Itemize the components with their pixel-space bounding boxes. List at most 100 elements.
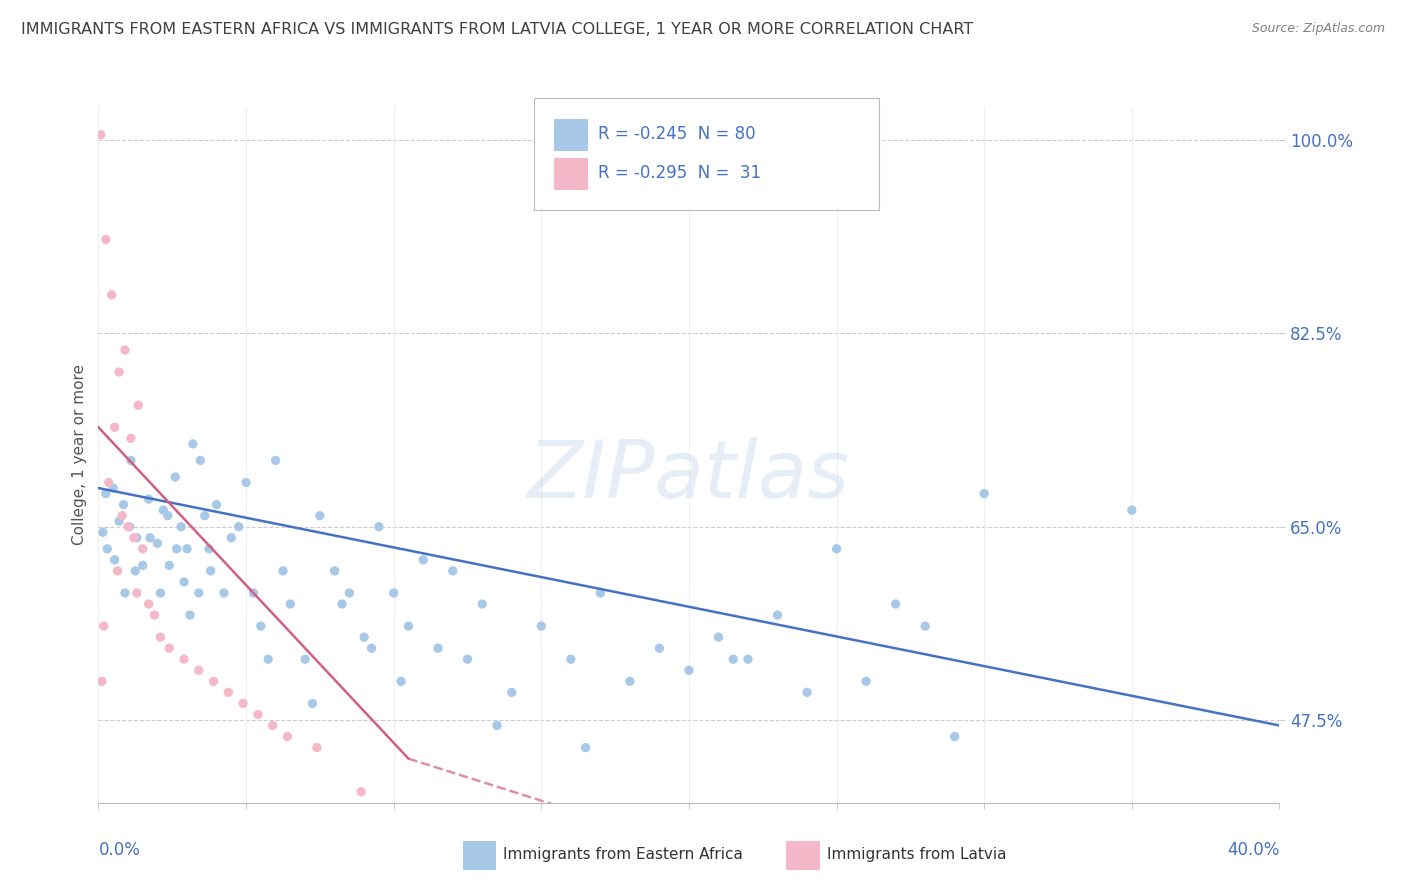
Point	[91, 525, 114, 540]
Point	[305, 740, 328, 755]
Point	[156, 508, 179, 523]
Point	[120, 431, 142, 445]
Point	[149, 630, 172, 644]
Text: 40.0%: 40.0%	[1227, 841, 1279, 859]
Text: IMMIGRANTS FROM EASTERN AFRICA VS IMMIGRANTS FROM LATVIA COLLEGE, 1 YEAR OR MORE: IMMIGRANTS FROM EASTERN AFRICA VS IMMIGR…	[21, 22, 973, 37]
Point	[1121, 503, 1143, 517]
Point	[441, 564, 464, 578]
Point	[232, 697, 254, 711]
Point	[973, 486, 995, 500]
Point	[471, 597, 494, 611]
Point	[530, 619, 553, 633]
Text: ZIPatlas: ZIPatlas	[527, 437, 851, 515]
Point	[173, 574, 195, 589]
Point	[111, 508, 134, 523]
Point	[264, 453, 287, 467]
Point	[94, 233, 117, 247]
Point	[353, 630, 375, 644]
Point	[943, 730, 966, 744]
Point	[360, 641, 382, 656]
Point	[91, 674, 114, 689]
Point	[125, 586, 148, 600]
Point	[117, 519, 139, 533]
Text: Immigrants from Latvia: Immigrants from Latvia	[827, 847, 1007, 862]
Point	[323, 564, 346, 578]
Point	[884, 597, 907, 611]
Point	[138, 597, 160, 611]
Point	[122, 531, 145, 545]
Y-axis label: College, 1 year or more: College, 1 year or more	[72, 365, 87, 545]
Point	[619, 674, 641, 689]
Point	[501, 685, 523, 699]
Point	[139, 531, 162, 545]
Point	[427, 641, 450, 656]
Point	[108, 365, 131, 379]
Point	[157, 558, 180, 573]
Point	[114, 343, 136, 357]
Point	[412, 553, 434, 567]
Point	[176, 541, 198, 556]
Point	[301, 697, 323, 711]
Point	[152, 503, 174, 517]
Point	[212, 586, 235, 600]
Point	[276, 730, 298, 744]
Point	[187, 586, 209, 600]
Point	[382, 586, 405, 600]
Point	[262, 718, 284, 732]
Point	[707, 630, 730, 644]
Point	[94, 486, 117, 500]
Text: R = -0.245  N = 80: R = -0.245 N = 80	[598, 125, 755, 143]
Point	[914, 619, 936, 633]
Text: 0.0%: 0.0%	[98, 841, 141, 859]
Point	[181, 437, 204, 451]
Text: Immigrants from Eastern Africa: Immigrants from Eastern Africa	[503, 847, 744, 862]
Point	[796, 685, 818, 699]
Point	[97, 475, 120, 490]
Point	[165, 470, 187, 484]
Point	[198, 541, 221, 556]
Point	[138, 492, 160, 507]
Point	[309, 508, 332, 523]
Text: R = -0.295  N =  31: R = -0.295 N = 31	[598, 164, 761, 182]
Point	[125, 531, 148, 545]
Point	[132, 541, 155, 556]
Point	[737, 652, 759, 666]
Point	[96, 541, 118, 556]
Point	[337, 586, 360, 600]
Point	[124, 564, 146, 578]
Point	[855, 674, 877, 689]
Point	[278, 597, 302, 611]
Point	[149, 586, 172, 600]
Point	[157, 641, 180, 656]
Point	[166, 541, 188, 556]
Point	[188, 453, 211, 467]
Point	[118, 519, 141, 533]
Point	[179, 608, 201, 623]
Point	[330, 597, 353, 611]
Point	[678, 663, 700, 677]
Point	[723, 652, 745, 666]
Point	[219, 531, 243, 545]
Point	[648, 641, 671, 656]
Point	[242, 586, 264, 600]
Point	[396, 619, 419, 633]
Point	[228, 519, 250, 533]
Point	[350, 785, 373, 799]
Point	[112, 498, 135, 512]
Point	[194, 508, 217, 523]
Point	[93, 619, 115, 633]
Point	[574, 740, 596, 755]
Point	[170, 519, 193, 533]
Point	[257, 652, 280, 666]
Point	[107, 564, 129, 578]
Point	[146, 536, 169, 550]
Point	[294, 652, 316, 666]
Point	[368, 519, 391, 533]
Point	[766, 608, 789, 623]
Point	[202, 674, 225, 689]
Point	[127, 398, 149, 412]
Point	[246, 707, 269, 722]
Point	[90, 128, 112, 142]
Point	[132, 558, 155, 573]
Point	[114, 586, 136, 600]
